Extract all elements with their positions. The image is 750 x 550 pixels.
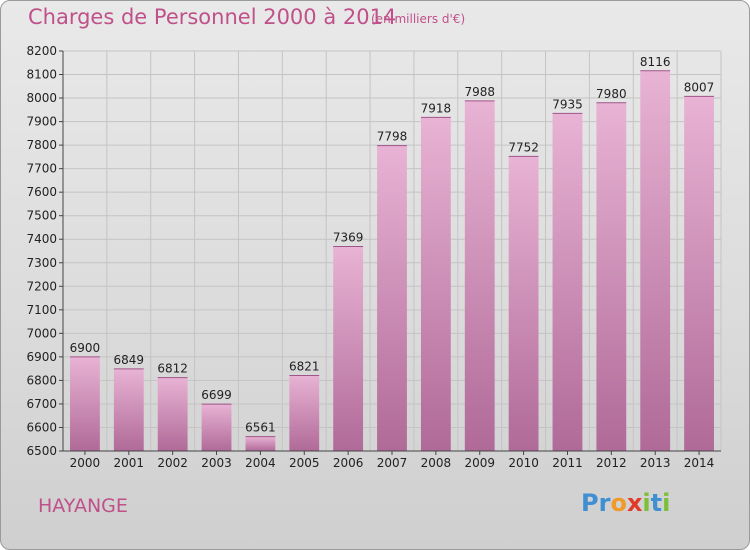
logo-letter: x <box>626 489 643 517</box>
bar <box>201 404 232 451</box>
x-tick-label: 2000 <box>70 456 101 470</box>
x-tick-label: 2007 <box>377 456 408 470</box>
y-tick-label: 8000 <box>26 91 57 105</box>
bar <box>245 436 276 451</box>
logo-letter: i <box>662 489 671 517</box>
data-label: 6849 <box>114 353 145 367</box>
x-tick-label: 2014 <box>684 456 715 470</box>
bar <box>684 96 714 451</box>
x-tick-label: 2008 <box>421 456 452 470</box>
y-tick-label: 7800 <box>26 138 57 152</box>
y-tick-label: 7300 <box>26 256 57 270</box>
data-label: 7369 <box>333 231 364 245</box>
data-label: 7918 <box>421 101 452 115</box>
data-label: 6821 <box>289 359 320 373</box>
bar <box>333 246 364 451</box>
x-tick-label: 2006 <box>333 456 364 470</box>
x-tick-label: 2012 <box>596 456 627 470</box>
bar <box>70 356 100 451</box>
y-tick-label: 6600 <box>26 420 57 434</box>
data-label: 7798 <box>377 130 408 144</box>
bar <box>464 100 495 451</box>
bar <box>289 375 320 451</box>
bar <box>420 117 451 452</box>
bar <box>157 377 188 451</box>
x-tick-label: 2005 <box>289 456 320 470</box>
data-label: 6812 <box>157 362 188 376</box>
data-label: 6699 <box>201 388 232 402</box>
bar <box>552 113 583 452</box>
x-tick-label: 2013 <box>640 456 671 470</box>
y-tick-label: 7600 <box>26 185 57 199</box>
logo-letter: r <box>598 489 611 517</box>
data-label: 6900 <box>70 341 101 355</box>
x-tick-label: 2001 <box>114 456 145 470</box>
y-tick-label: 6500 <box>26 444 57 458</box>
x-tick-label: 2011 <box>552 456 583 470</box>
y-tick-label: 7000 <box>26 326 57 340</box>
logo-letter: o <box>610 489 627 517</box>
x-axis: 2000 2001 2002 2003 2004 2005 2006 2007 2008 2009… <box>63 450 721 470</box>
bars: 6900 6849 6812 6699 6561 6821 7369 7798 7918 7988… <box>70 55 715 452</box>
bar <box>640 70 671 451</box>
x-tick-label: 2010 <box>508 456 539 470</box>
data-label: 7980 <box>596 87 627 101</box>
logo-letter: t <box>650 489 663 517</box>
y-tick-label: 7500 <box>26 209 57 223</box>
y-tick-label: 7900 <box>26 115 57 129</box>
data-label: 6561 <box>245 421 276 435</box>
logo-letter: i <box>642 489 651 517</box>
bar <box>113 368 144 451</box>
city-name: HAYANGE <box>38 495 128 517</box>
data-label: 7935 <box>552 97 583 111</box>
bar <box>596 102 627 451</box>
logo-letter: P <box>581 489 599 517</box>
x-tick-label: 2002 <box>157 456 188 470</box>
chart-subtitle: (en milliers d'€) <box>371 12 466 26</box>
bar <box>508 156 539 452</box>
data-label: 8116 <box>640 55 671 69</box>
y-tick-label: 7200 <box>26 279 57 293</box>
x-tick-label: 2003 <box>201 456 232 470</box>
bar <box>377 145 407 451</box>
chart-title: Charges de Personnel 2000 à 2014 <box>28 5 397 29</box>
y-tick-label: 7400 <box>26 232 57 246</box>
y-tick-label: 6800 <box>26 373 57 387</box>
y-tick-label: 8100 <box>26 68 57 82</box>
data-label: 8007 <box>684 80 715 94</box>
y-axis: 6500 6600 6700 6800 6900 7000 7100 7200 7300 7400… <box>26 44 64 458</box>
x-tick-label: 2009 <box>464 456 495 470</box>
y-tick-label: 6700 <box>26 397 57 411</box>
y-tick-label: 8200 <box>26 44 57 58</box>
y-tick-label: 7100 <box>26 303 57 317</box>
data-label: 7752 <box>508 140 539 154</box>
x-tick-label: 2004 <box>245 456 276 470</box>
y-tick-label: 7700 <box>26 162 57 176</box>
proxiti-logo[interactable]: Proxiti <box>581 489 670 517</box>
y-tick-label: 6900 <box>26 350 57 364</box>
data-label: 7988 <box>464 85 495 99</box>
